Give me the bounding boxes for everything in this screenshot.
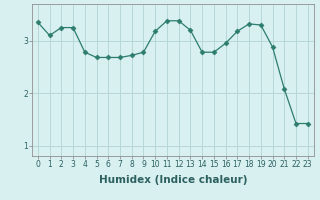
X-axis label: Humidex (Indice chaleur): Humidex (Indice chaleur): [99, 175, 247, 185]
